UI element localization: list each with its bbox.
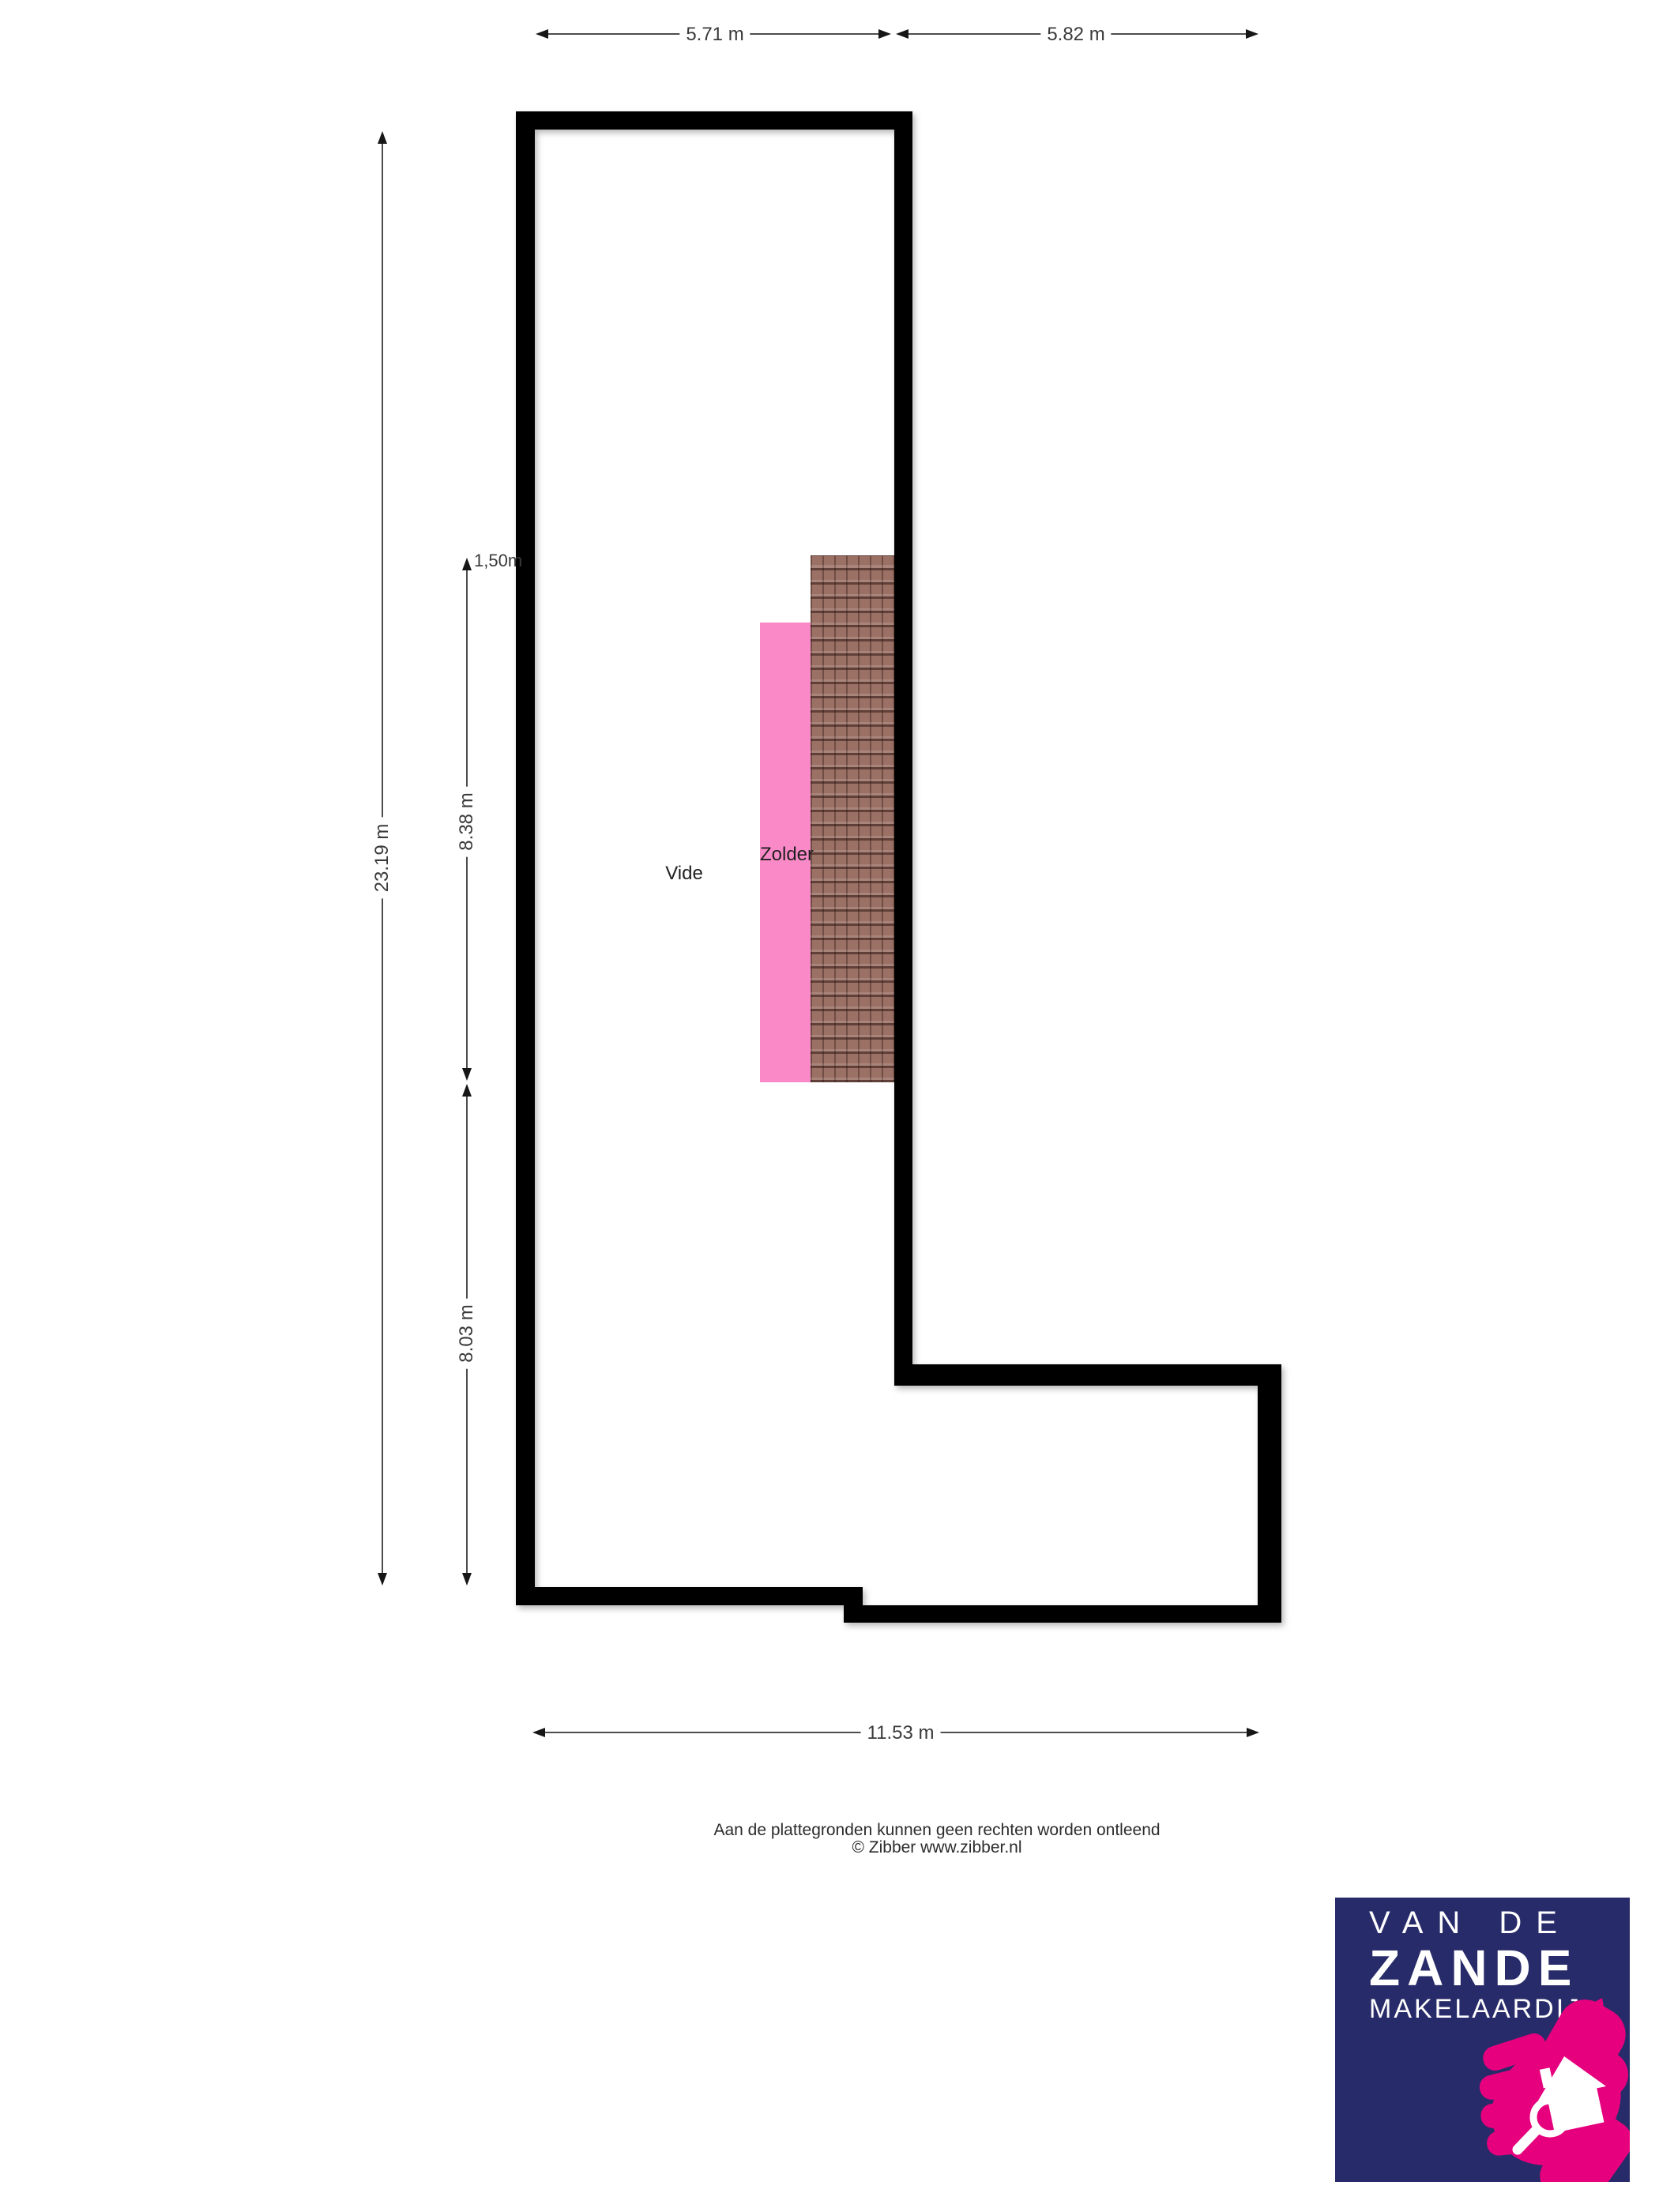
dimension-top-left: 5.71 m	[679, 24, 750, 46]
roof-tile-area	[811, 555, 894, 1082]
height-marker-label: 1,50m	[474, 551, 523, 570]
magnifier-icon	[1512, 2097, 1571, 2155]
room-label-zolder: Zolder	[759, 844, 814, 865]
dimension-left-total: 23.19 m	[371, 817, 393, 899]
white-house-icon	[1537, 2056, 1607, 2133]
disclaimer: Aan de plattegronden kunnen geen rechten…	[713, 1822, 1160, 1856]
logo-makelaardij: MAKELAARDIJ	[1369, 1994, 1582, 2024]
dimension-inner-upper: 8.38 m	[456, 786, 478, 857]
dimension-inner-lower: 8.03 m	[456, 1298, 478, 1369]
disclaimer-line1: Aan de plattegronden kunnen geen rechten…	[713, 1821, 1161, 1839]
dimension-bottom-total: 11.53 m	[860, 1722, 941, 1744]
agency-logo: VAN DE ZANDE MAKELAARDIJ	[1335, 1898, 1630, 2182]
logo-zande: ZANDE	[1369, 1939, 1579, 1996]
logo-hand-house-graphic	[1479, 1998, 1630, 2182]
dimension-top-right: 5.82 m	[1040, 24, 1112, 46]
disclaimer-line2: © Zibber www.zibber.nl	[852, 1838, 1022, 1856]
room-label-vide: Vide	[665, 863, 703, 884]
plan-walls	[516, 111, 1281, 1623]
logo-van-de: VAN DE	[1369, 1905, 1571, 1940]
